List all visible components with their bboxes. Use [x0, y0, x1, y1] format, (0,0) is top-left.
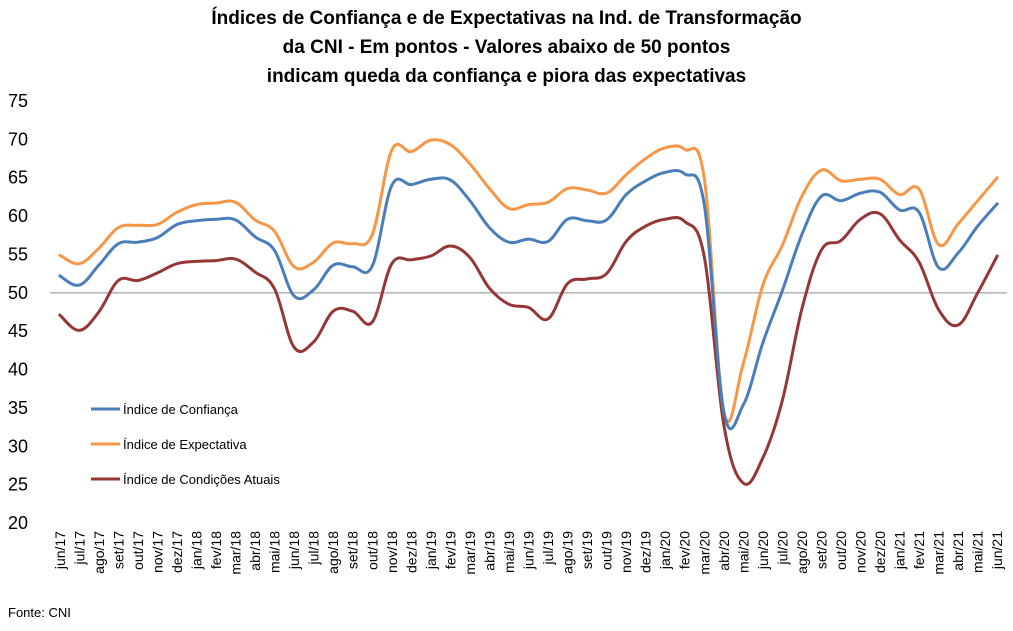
- x-tick-label: nov/18: [384, 531, 400, 573]
- y-tick-label: 25: [8, 475, 28, 495]
- chart-title-line-1: Índices de Confiança e de Expectativas n…: [211, 8, 802, 29]
- x-tick-label: mai/19: [501, 531, 517, 573]
- x-tick-label: jun/17: [52, 531, 68, 570]
- x-tick-label: dez/19: [638, 531, 654, 573]
- x-tick-label: out/20: [833, 531, 849, 570]
- x-tick-label: jan/20: [657, 531, 673, 570]
- x-tick-label: dez/17: [169, 531, 185, 573]
- chart-title-line-3: indicam queda da confiança e piora das e…: [266, 66, 747, 87]
- legend-label-3: Índice de Condições Atuais: [123, 472, 280, 487]
- x-tick-label: nov/20: [853, 531, 869, 573]
- x-tick-label: mai/20: [735, 531, 751, 573]
- x-tick-label: jun/19: [521, 531, 537, 570]
- y-tick-label: 75: [8, 91, 28, 111]
- x-tick-label: set/18: [345, 531, 361, 569]
- x-tick-label: mar/18: [228, 531, 244, 575]
- y-tick-label: 55: [8, 244, 28, 264]
- series-line-1: [58, 168, 999, 430]
- x-tick-label: jan/18: [188, 531, 204, 570]
- x-tick-label: jul/19: [540, 531, 556, 566]
- x-tick-label: nov/17: [149, 531, 165, 573]
- x-tick-label: fev/18: [208, 531, 224, 569]
- chart-title-line-2: da CNI - Em pontos - Valores abaixo de 5…: [282, 37, 731, 58]
- y-tick-label: 50: [8, 283, 28, 303]
- x-tick-label: ago/17: [91, 531, 107, 574]
- x-tick-label: jan/19: [423, 531, 439, 570]
- series-line-2: [58, 138, 999, 423]
- chart-title: Índices de Confiança e de Expectativas n…: [0, 4, 1013, 91]
- x-tick-label: mai/21: [970, 531, 986, 573]
- x-tick-label: abr/18: [247, 531, 263, 571]
- x-tick-label: dez/18: [403, 531, 419, 573]
- y-tick-label: 60: [8, 206, 28, 226]
- x-tick-label: jul/18: [306, 531, 322, 566]
- x-tick-label: fev/21: [911, 531, 927, 569]
- x-tick-label: jan/21: [892, 531, 908, 570]
- x-tick-label: set/19: [579, 531, 595, 569]
- x-tick-label: jun/20: [755, 531, 771, 570]
- x-tick-label: set/20: [813, 531, 829, 569]
- y-tick-label: 35: [8, 398, 28, 418]
- y-tick-label: 30: [8, 436, 28, 456]
- legend-label-2: Índice de Expectativa: [123, 437, 247, 452]
- x-tick-label: out/19: [599, 531, 615, 570]
- x-tick-label: jul/17: [71, 531, 87, 566]
- x-tick-label: mar/19: [462, 531, 478, 575]
- x-tick-label: abr/19: [481, 531, 497, 571]
- x-tick-label: fev/20: [677, 531, 693, 569]
- x-tick-label: mai/18: [267, 531, 283, 573]
- legend-label-1: Índice de Confiança: [123, 402, 239, 417]
- x-tick-label: ago/18: [325, 531, 341, 574]
- x-tick-label: out/17: [130, 531, 146, 570]
- x-tick-label: out/18: [364, 531, 380, 570]
- y-tick-label: 70: [8, 129, 28, 149]
- x-tick-label: nov/19: [618, 531, 634, 573]
- x-tick-label: ago/20: [794, 531, 810, 574]
- x-tick-label: abr/20: [716, 531, 732, 571]
- x-tick-label: mar/21: [931, 531, 947, 575]
- x-tick-label: jun/21: [989, 531, 1005, 570]
- y-tick-label: 65: [8, 168, 28, 188]
- y-tick-label: 40: [8, 360, 28, 380]
- x-tick-label: jun/18: [286, 531, 302, 570]
- series-line-3: [58, 210, 999, 486]
- x-tick-label: ago/19: [560, 531, 576, 574]
- x-tick-label: jul/20: [774, 531, 790, 566]
- x-tick-label: dez/20: [872, 531, 888, 573]
- x-tick-label: abr/21: [950, 531, 966, 571]
- x-tick-label: mar/20: [696, 531, 712, 575]
- x-tick-label: set/17: [110, 531, 126, 569]
- y-tick-label: 20: [8, 513, 28, 533]
- source-note: Fonte: CNI: [8, 605, 71, 620]
- y-tick-label: 45: [8, 321, 28, 341]
- x-tick-label: fev/19: [442, 531, 458, 569]
